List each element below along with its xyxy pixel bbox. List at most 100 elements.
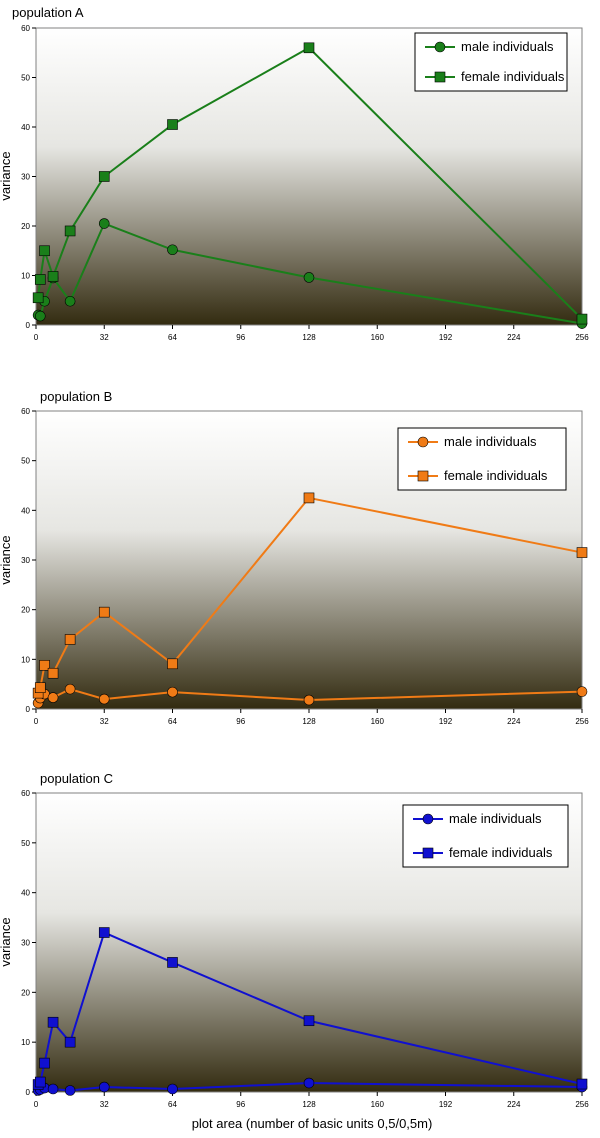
x-tick-label: 224 xyxy=(507,1100,521,1109)
y-tick-label: 10 xyxy=(21,1038,30,1047)
y-axis-label: variance xyxy=(0,151,13,200)
data-point-female xyxy=(39,245,50,257)
y-tick-label: 30 xyxy=(21,939,30,948)
x-tick-label: 32 xyxy=(100,333,109,342)
x-tick-label: 32 xyxy=(100,1100,109,1109)
x-axis-label: plot area (number of basic units 0,5/0,5… xyxy=(192,1116,433,1131)
data-point-male xyxy=(64,295,76,307)
x-tick-label: 256 xyxy=(575,1100,589,1109)
x-tick-label: 224 xyxy=(507,717,521,726)
y-tick-label: 0 xyxy=(26,321,31,330)
data-point-male xyxy=(303,1077,315,1089)
data-point-female xyxy=(47,667,59,679)
x-tick-label: 32 xyxy=(100,717,109,726)
legend-label: female individuals xyxy=(461,69,565,84)
plot-area: 0 10 20 30 40 50 60 0 32 64 96 128 160 192 224 256 male … xyxy=(21,407,589,726)
data-point-female xyxy=(47,1016,59,1028)
data-point-male xyxy=(303,272,315,283)
data-point-female xyxy=(34,1076,46,1088)
legend-marker-circle xyxy=(417,436,429,448)
legend-label: male individuals xyxy=(461,39,554,54)
legend-label: male individuals xyxy=(449,811,542,826)
chart-title: population B xyxy=(40,389,112,404)
data-point-female xyxy=(303,1015,315,1027)
x-tick-label: 160 xyxy=(371,333,385,342)
x-tick-label: 256 xyxy=(575,333,589,342)
data-point-male xyxy=(167,686,178,698)
data-point-male xyxy=(98,1081,110,1093)
data-point-male xyxy=(576,686,588,697)
y-tick-label: 40 xyxy=(21,123,30,132)
data-point-female xyxy=(576,547,588,558)
legend-label: male individuals xyxy=(444,434,537,449)
x-tick-label: 64 xyxy=(168,717,177,726)
data-point-female xyxy=(98,171,110,182)
y-tick-label: 30 xyxy=(21,173,30,182)
y-tick-label: 20 xyxy=(21,988,30,997)
y-tick-label: 40 xyxy=(21,889,30,898)
y-tick-label: 40 xyxy=(21,506,30,515)
y-tick-label: 0 xyxy=(26,1088,31,1097)
data-point-male xyxy=(303,694,315,706)
legend-marker-square xyxy=(422,847,434,859)
legend-label: female individuals xyxy=(449,845,553,860)
x-tick-label: 0 xyxy=(34,1100,39,1109)
data-point-male xyxy=(64,683,76,695)
legend-label: female individuals xyxy=(444,468,548,483)
legend-marker-circle xyxy=(434,41,446,53)
y-tick-label: 20 xyxy=(21,606,30,615)
x-tick-label: 128 xyxy=(302,1100,316,1109)
data-point-female xyxy=(303,42,315,54)
legend: male individuals female individuals xyxy=(402,804,569,868)
data-point-male xyxy=(47,692,59,703)
x-tick-label: 192 xyxy=(439,1100,453,1109)
legend-marker-square xyxy=(417,470,429,482)
data-point-female xyxy=(303,492,315,504)
legend-marker-circle xyxy=(422,813,434,825)
x-tick-label: 0 xyxy=(34,717,39,726)
y-tick-label: 10 xyxy=(21,272,30,281)
x-tick-label: 96 xyxy=(236,1100,245,1109)
x-tick-label: 96 xyxy=(236,717,245,726)
y-tick-label: 60 xyxy=(21,407,30,416)
x-tick-label: 0 xyxy=(34,333,39,342)
y-tick-label: 50 xyxy=(21,74,30,83)
legend: male individuals female individuals xyxy=(397,427,567,491)
data-point-female xyxy=(64,1036,76,1048)
y-axis-label: variance xyxy=(0,535,13,584)
data-point-female xyxy=(34,274,46,285)
x-tick-label: 64 xyxy=(168,333,177,342)
data-point-female xyxy=(32,292,44,304)
x-tick-label: 128 xyxy=(302,333,316,342)
legend: male individuals female individuals xyxy=(414,32,568,92)
data-point-female xyxy=(64,225,76,237)
x-tick-label: 224 xyxy=(507,333,521,342)
data-point-male xyxy=(167,1083,178,1095)
y-axis-label: variance xyxy=(0,917,13,966)
data-point-female xyxy=(39,659,50,671)
y-tick-label: 10 xyxy=(21,655,30,664)
data-point-male xyxy=(47,1083,59,1095)
x-tick-label: 192 xyxy=(439,717,453,726)
plot-area: 0 10 20 30 40 50 60 0 32 64 96 128 160 192 224 256 male … xyxy=(21,789,589,1109)
chart-title: population A xyxy=(12,5,84,20)
x-tick-label: 96 xyxy=(236,333,245,342)
data-point-female xyxy=(167,119,178,130)
x-tick-label: 160 xyxy=(371,717,385,726)
data-point-female xyxy=(47,271,59,282)
data-point-female xyxy=(98,606,110,618)
data-point-female xyxy=(98,927,110,938)
y-tick-label: 60 xyxy=(21,24,30,33)
y-tick-label: 60 xyxy=(21,789,30,798)
data-point-male xyxy=(98,218,110,229)
y-tick-label: 50 xyxy=(21,457,30,466)
x-tick-label: 192 xyxy=(439,333,453,342)
chart-panel-c: population C variance plot area (number … xyxy=(0,771,589,1131)
data-point-female xyxy=(39,1057,50,1069)
y-tick-label: 50 xyxy=(21,839,30,848)
data-point-female xyxy=(576,1078,588,1090)
y-tick-label: 30 xyxy=(21,556,30,565)
chart-panel-b: population B variance 0 10 20 30 40 50 60 0 32 64… xyxy=(0,389,589,726)
plot-area: 0 10 20 30 40 50 60 0 32 64 96 128 160 192 224 256 male … xyxy=(21,24,589,342)
